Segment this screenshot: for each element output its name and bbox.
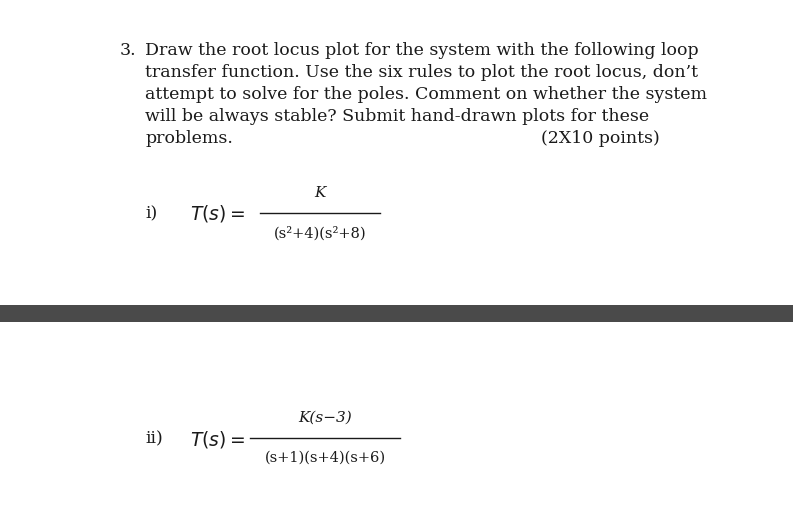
Text: K: K [314, 186, 326, 200]
Text: transfer function. Use the six rules to plot the root locus, don’t: transfer function. Use the six rules to … [145, 64, 698, 81]
Text: (s+1)(s+4)(s+6): (s+1)(s+4)(s+6) [264, 451, 385, 465]
Bar [0, 305, 793, 322]
Text: (2X10 points): (2X10 points) [542, 130, 660, 147]
Text: problems.: problems. [145, 130, 233, 147]
Text: K(s−3): K(s−3) [298, 411, 352, 425]
Text: (s²+4)(s²+8): (s²+4)(s²+8) [274, 226, 366, 240]
Text: $\mathit{T}(\mathit{s})=$: $\mathit{T}(\mathit{s})=$ [190, 429, 245, 449]
Text: Draw the root locus plot for the system with the following loop: Draw the root locus plot for the system … [145, 42, 699, 59]
Text: attempt to solve for the poles. Comment on whether the system: attempt to solve for the poles. Comment … [145, 86, 707, 103]
Text: 3.: 3. [120, 42, 136, 59]
Text: i): i) [145, 206, 157, 222]
Text: $\mathit{T}(\mathit{s})=$: $\mathit{T}(\mathit{s})=$ [190, 204, 245, 224]
Text: will be always stable? Submit hand-drawn plots for these: will be always stable? Submit hand-drawn… [145, 108, 649, 125]
Text: ii): ii) [145, 431, 163, 447]
